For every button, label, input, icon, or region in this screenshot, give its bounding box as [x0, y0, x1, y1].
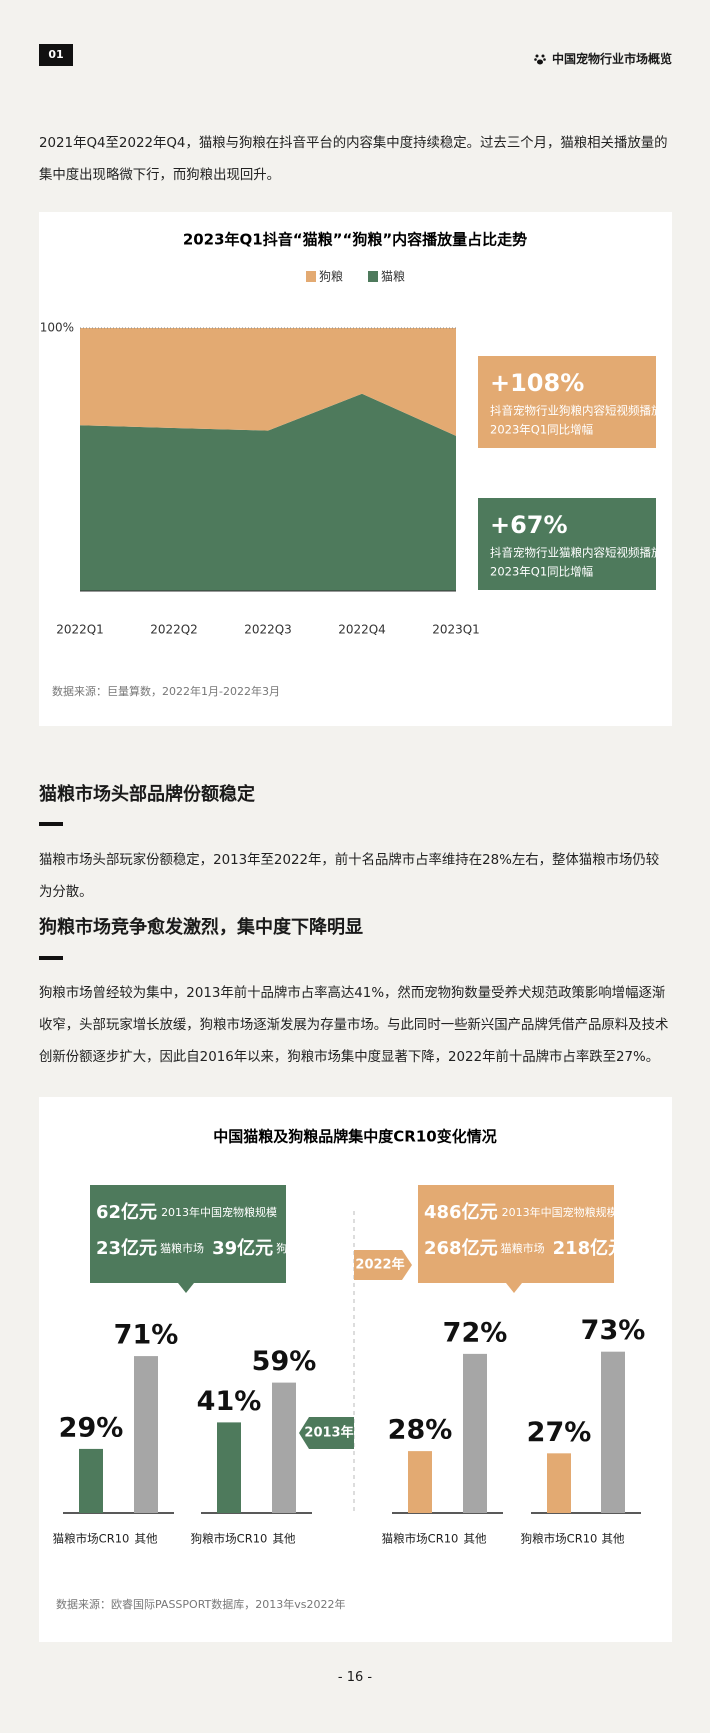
value-label: 28%: [388, 1415, 453, 1446]
x-tick-label: 2022Q4: [338, 623, 386, 637]
paw-icon: [534, 54, 546, 64]
callout-box: [418, 1185, 614, 1283]
annotation-text: 抖音宠物行业猫粮内容短视频播放量: [490, 546, 672, 560]
year-label: 2013年: [304, 1425, 353, 1441]
chart-title: 2023年Q1抖音“猫粮”“狗粮”内容播放量占比走势: [183, 231, 527, 249]
page-number: - 16 -: [337, 1670, 373, 1685]
source-note: 数据来源：欧睿国际PASSPORT数据库，2013年vs2022年: [56, 1597, 346, 1611]
section-body: 狗粮市场曾经较为集中，2013年前十品牌市占率高达41%，然而宠物狗数量受养犬规…: [39, 986, 669, 1065]
x-tick-label: 2023Q1: [432, 623, 480, 637]
annotation-text: 2023年Q1同比增幅: [490, 423, 593, 437]
value-label: 59%: [252, 1346, 317, 1377]
area: [80, 393, 456, 591]
callout-box: [90, 1185, 286, 1283]
bar: [134, 1356, 158, 1513]
value-label: 73%: [581, 1315, 646, 1346]
bar: [408, 1451, 432, 1513]
section-body: 猫粮市场头部玩家份额稳定，2013年至2022年，前十名品牌市占率维持在28%左…: [39, 853, 660, 900]
legend-label: 猫粮: [381, 269, 405, 284]
annotation-headline: +67%: [490, 511, 568, 539]
annotation-text: 2023年Q1同比增幅: [490, 565, 593, 579]
x-tick-label: 猫粮市场CR10: [53, 1532, 130, 1546]
chart-card: 2023年Q1抖音“猫粮”“狗粮”内容播放量占比走势狗粮 猫粮 100% 2022Q1…: [39, 212, 674, 726]
x-tick-label: 2022Q3: [244, 623, 292, 637]
x-tick-label: 其他: [273, 1532, 296, 1546]
bar: [463, 1353, 487, 1513]
x-tick-label: 其他: [602, 1532, 625, 1546]
bar: [601, 1351, 625, 1513]
source-note: 数据来源：巨量算数，2022年1月-2022年3月: [52, 684, 280, 698]
heading-rule: [39, 956, 63, 960]
area: [80, 328, 456, 436]
y-tick-label: 100%: [40, 321, 74, 335]
bar: [217, 1422, 241, 1513]
callout-label: 狗粮市场: [276, 1241, 320, 1255]
x-tick-label: 狗粮市场CR10: [521, 1532, 598, 1546]
bar: [272, 1382, 296, 1513]
bar: [547, 1453, 571, 1513]
year-label: 2022年: [355, 1257, 404, 1273]
chart-title: 中国猫粮及狗粮品牌集中度CR10变化情况: [213, 1128, 496, 1146]
callout-line: 62亿元 2013年中国宠物粮规模: [96, 1201, 277, 1223]
header-title: 中国宠物行业市场概览: [551, 52, 672, 66]
heading-rule: [39, 822, 63, 826]
section-heading: 猫粮市场头部品牌份额稳定: [39, 784, 255, 805]
callout-pointer: [178, 1283, 194, 1293]
callout-line: 23亿元 猫粮市场 39亿元 狗粮市场: [96, 1237, 320, 1259]
callout-label: 猫粮市场: [160, 1241, 204, 1255]
year-arrow: [354, 1250, 412, 1280]
callout-value: 486亿元: [424, 1201, 498, 1223]
value-label: 71%: [114, 1320, 179, 1351]
section-heading: 狗粮市场竞争愈发激烈，集中度下降明显: [39, 917, 363, 938]
annotation-headline: +108%: [490, 369, 584, 397]
year-arrow: [299, 1417, 354, 1449]
header: 中国宠物行业市场概览: [534, 50, 672, 67]
value-label: 41%: [197, 1386, 262, 1417]
x-tick-label: 2022Q1: [56, 623, 104, 637]
callout-value: 62亿元: [96, 1201, 157, 1223]
legend-swatch: [306, 271, 316, 282]
annotation-text: 抖音宠物行业狗粮内容短视频播放量: [490, 404, 672, 418]
callout-label: 猫粮市场: [501, 1241, 545, 1255]
annotation-box: [478, 356, 656, 448]
value-label: 72%: [443, 1317, 508, 1348]
callout-label: 狗粮市场: [629, 1241, 672, 1255]
x-tick-label: 狗粮市场CR10: [191, 1532, 268, 1546]
legend-swatch: [368, 271, 378, 282]
callout-line: 486亿元 2013年中国宠物粮规模: [424, 1201, 618, 1223]
value-label: 29%: [59, 1412, 124, 1443]
callout-label: 2013年中国宠物粮规模: [502, 1205, 618, 1219]
page-tag: 01: [39, 44, 73, 66]
callout-value: 218亿元: [553, 1237, 627, 1259]
x-tick-label: 猫粮市场CR10: [382, 1532, 459, 1546]
callout-value: 268亿元: [424, 1237, 498, 1259]
x-tick-label: 2022Q2: [150, 623, 198, 637]
x-tick-label: 其他: [135, 1532, 158, 1546]
value-label: 27%: [527, 1417, 592, 1448]
callout-pointer: [506, 1283, 522, 1293]
intro: 2021年Q4至2022年Q4，猫粮与狗粮在抖音平台的内容集中度持续稳定。过去三…: [39, 136, 668, 183]
x-tick-label: 其他: [464, 1532, 487, 1546]
chart-card: 中国猫粮及狗粮品牌集中度CR10变化情况 62亿元 2013年中国宠物粮规模 23亿元…: [39, 1097, 673, 1642]
legend-label: 狗粮: [319, 269, 343, 284]
annotation-box: [478, 498, 656, 590]
callout-label: 2013年中国宠物粮规模: [161, 1205, 277, 1219]
bar: [79, 1448, 103, 1513]
bar-chart: 中国猫粮及狗粮品牌集中度CR10变化情况 62亿元 2013年中国宠物粮规模 23亿元…: [53, 1128, 673, 1612]
callout-line: 268亿元 猫粮市场 218亿元 狗粮市场: [424, 1237, 672, 1259]
callout-value: 23亿元: [96, 1237, 157, 1259]
callout-value: 39亿元: [212, 1237, 273, 1259]
